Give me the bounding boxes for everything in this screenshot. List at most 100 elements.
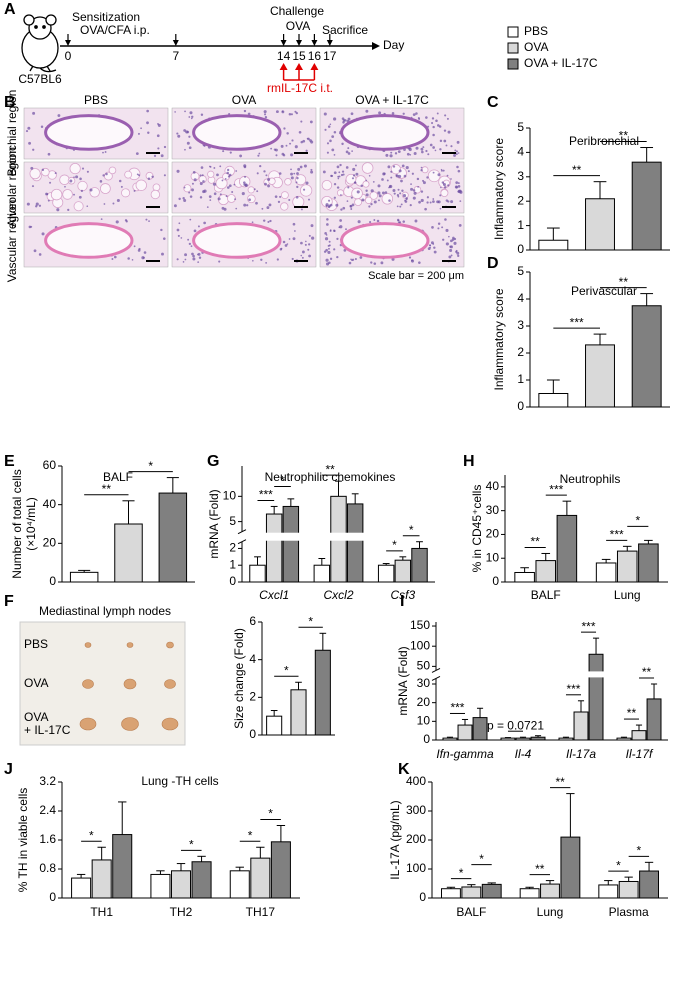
nucleus (424, 207, 427, 211)
nucleus (336, 186, 340, 189)
y-tick-label: 50 (417, 659, 431, 673)
airway (44, 222, 134, 259)
nucleus (295, 181, 298, 184)
nucleus (386, 179, 389, 182)
nucleus (276, 258, 279, 261)
nucleus (447, 130, 451, 134)
significance-label: * (637, 844, 642, 858)
nucleus (142, 256, 145, 259)
nucleus (401, 189, 404, 192)
nucleus (385, 153, 389, 157)
challenge-agent: OVA (286, 19, 310, 33)
nucleus (383, 172, 386, 175)
nucleus (302, 188, 306, 191)
nucleus (447, 200, 450, 203)
nucleus (266, 206, 270, 209)
y-tick-label: 40 (486, 479, 500, 493)
nucleus (40, 125, 44, 129)
row-label: + IL-17C (24, 723, 71, 737)
nucleus (256, 190, 259, 193)
nucleus (198, 256, 202, 260)
row-label: PBS (24, 637, 48, 651)
y-tick-label: 10 (223, 489, 237, 503)
panel-label: K (398, 761, 410, 778)
nucleus (439, 148, 442, 151)
nucleus (333, 171, 337, 175)
nucleus (420, 198, 424, 203)
column-header: OVA (232, 93, 256, 107)
airway (340, 222, 430, 259)
nucleus (342, 119, 346, 122)
nucleus (457, 184, 461, 188)
day-arrowhead (296, 40, 302, 46)
nucleus (151, 175, 154, 179)
nucleus (458, 223, 462, 227)
legend-label: OVA (524, 40, 548, 54)
nucleus (290, 153, 294, 157)
significance-label: * (308, 614, 313, 628)
alveolus (362, 180, 370, 188)
nucleus (193, 178, 197, 182)
nucleus (365, 193, 369, 197)
nucleus (343, 249, 347, 252)
nucleus (235, 207, 238, 210)
nucleus (284, 244, 288, 247)
nucleus (47, 199, 50, 202)
significance-label: ** (531, 535, 541, 549)
nucleus (261, 207, 264, 210)
nucleus (347, 147, 350, 150)
y-axis-label: Inflammatory score (492, 288, 506, 390)
nucleus (331, 135, 335, 138)
significance-label: ** (102, 482, 112, 496)
nucleus (35, 202, 39, 206)
nucleus (54, 172, 57, 175)
nucleus (264, 115, 268, 119)
nucleus (340, 194, 342, 196)
nucleus (38, 204, 42, 207)
nucleus (199, 196, 203, 199)
nucleus (203, 189, 207, 193)
y-tick-label: 2 (517, 193, 524, 207)
nucleus (391, 112, 395, 115)
nucleus (365, 109, 369, 113)
nucleus (333, 196, 336, 199)
nucleus (345, 150, 349, 154)
nucleus (221, 206, 225, 210)
alveolus (227, 194, 236, 203)
nucleus (426, 196, 429, 199)
nucleus (430, 241, 434, 245)
nucleus (281, 152, 285, 156)
nucleus (376, 219, 380, 223)
nucleus (258, 152, 261, 155)
day-arrowhead (311, 40, 318, 46)
x-tick-label: TH1 (90, 905, 113, 919)
bar (457, 724, 473, 741)
day-label: 7 (172, 49, 179, 63)
nucleus (147, 131, 150, 134)
nucleus (301, 256, 304, 259)
nucleus (324, 237, 329, 241)
alveolus (295, 174, 307, 186)
alveolus (121, 188, 131, 198)
nucleus (265, 261, 268, 264)
axis-break-mark (237, 529, 247, 535)
bar (595, 562, 617, 583)
nucleus (176, 132, 179, 135)
nucleus (307, 248, 310, 251)
nucleus (212, 182, 217, 186)
nucleus (329, 123, 332, 126)
nucleus (453, 154, 456, 157)
nucleus (449, 248, 453, 252)
legend-swatch (507, 58, 519, 70)
nucleus (325, 204, 328, 207)
nucleus (408, 256, 412, 259)
nucleus (402, 194, 407, 198)
nucleus (457, 182, 460, 185)
nucleus (352, 174, 356, 177)
nucleus (137, 132, 140, 135)
nucleus (431, 121, 434, 125)
bar (250, 857, 271, 899)
nucleus (104, 151, 107, 153)
nucleus (305, 240, 307, 243)
chart-title: Lung -TH cells (141, 774, 218, 788)
